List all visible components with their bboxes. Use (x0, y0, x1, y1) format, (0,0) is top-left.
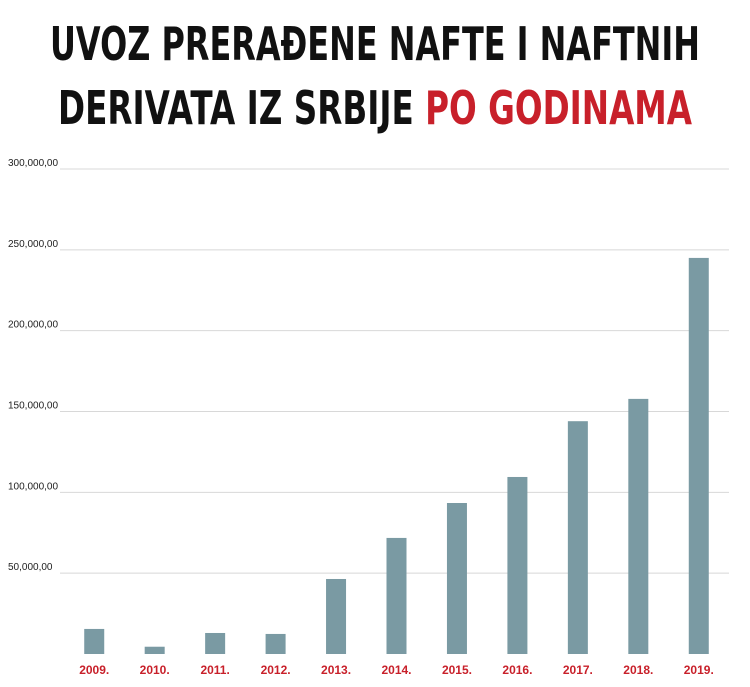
x-tick-label: 2017. (563, 663, 593, 677)
x-tick-label: 2011. (200, 663, 229, 677)
x-tick-label: 2012. (261, 663, 291, 677)
x-tick-label: 2016. (502, 663, 532, 677)
chart-title-highlight: PO GODINAMA (425, 81, 692, 135)
y-tick-label: 100,000,00 (8, 481, 58, 492)
bar (84, 628, 105, 654)
y-tick-label: 300,000,00 (8, 158, 58, 169)
x-tick-label: 2019. (684, 663, 714, 677)
bar (688, 257, 709, 654)
x-tick-label: 2015. (442, 663, 472, 677)
bar (326, 578, 347, 654)
chart-title: UVOZ PRERAĐENE NAFTE I NAFTNIH (50, 17, 700, 71)
bar (567, 421, 588, 654)
chart-title: DERIVATA IZ SRBIJE PO GODINAMA (58, 81, 692, 135)
y-tick-label: 50,000,00 (8, 562, 53, 573)
x-tick-label: 2009. (79, 663, 109, 677)
x-tick-label: 2018. (623, 663, 653, 677)
bar (205, 632, 226, 654)
x-tick-label: 2013. (321, 663, 351, 677)
bar (628, 398, 649, 654)
x-tick-label: 2014. (381, 663, 411, 677)
x-tick-label: 2010. (140, 663, 170, 677)
y-tick-label: 200,000,00 (8, 320, 58, 331)
bar (386, 537, 407, 654)
chart-title: DERIVATA IZ SRBIJE (58, 81, 414, 135)
bar (144, 646, 165, 654)
y-tick-label: 250,000,00 (8, 239, 58, 250)
y-tick-label: 150,000,00 (8, 401, 58, 412)
bar (507, 476, 528, 654)
bar (446, 503, 467, 654)
bar (265, 633, 286, 654)
